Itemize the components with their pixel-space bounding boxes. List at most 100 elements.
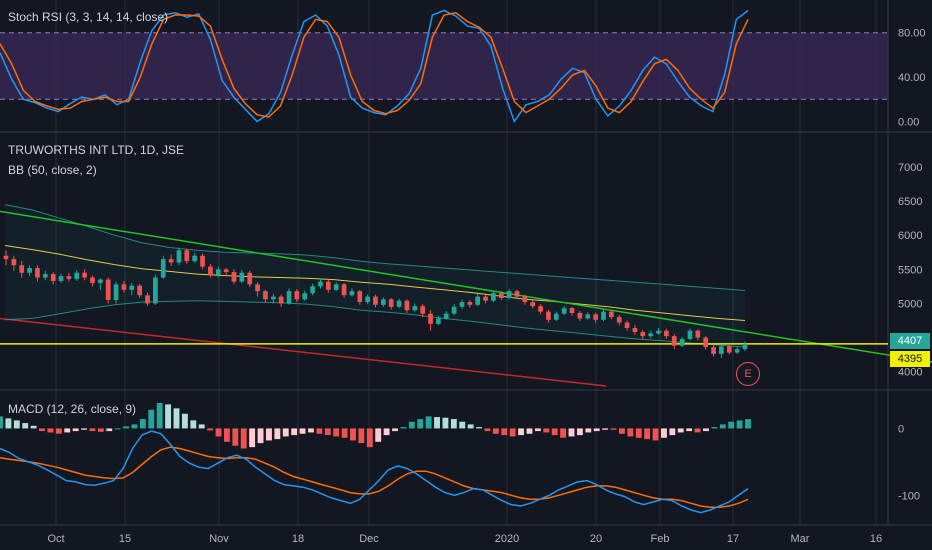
green-trendline [0,210,932,363]
macd-histogram-bar [232,428,239,446]
macd-histogram-bar [299,428,306,434]
macd-histogram-bar [47,428,54,433]
macd-histogram-bar [291,428,298,436]
bb-lower-line [4,300,746,348]
candle-body [215,269,221,275]
macd-histogram-bar [64,428,71,433]
macd-tick: 0 [898,423,904,435]
macd-histogram-bar [97,428,104,432]
macd-histogram-bar [492,428,499,434]
macd-histogram-bar [501,428,508,436]
candle-body [420,306,426,314]
candle-body [404,300,410,311]
macd-histogram-bar [181,413,188,429]
macd-histogram-bar [408,421,415,429]
candle-body [129,285,135,290]
candle-body [601,311,606,320]
macd-histogram-bar [39,428,45,432]
candle-body [168,259,174,263]
candle-body [113,284,119,301]
macd-histogram-bar [484,428,491,432]
candle-body [231,272,237,282]
bb-title: BB (50, close, 2) [8,163,97,177]
candle-body [239,272,245,282]
macd-histogram-bar [593,428,600,432]
macd-histogram-bar [585,428,592,433]
candle-body [302,293,308,300]
macd-histogram-bar [627,428,634,437]
macd-histogram-bar [669,428,676,436]
price-title: TRUWORTHS INT LTD, 1D, JSE [8,143,185,157]
macd-histogram-bar [728,421,735,429]
candle-body [459,302,465,307]
candle-body [664,330,669,337]
macd-pane [0,403,751,514]
candle-body [687,330,693,339]
price-tick: 5000 [898,298,922,310]
macd-histogram-bar [350,428,356,441]
macd-histogram-bar [543,428,550,433]
macd-histogram-bar [89,428,96,432]
candle-body [192,255,198,262]
macd-histogram-bar [568,428,575,437]
macd-histogram-bar [509,428,516,437]
candle-body [608,311,614,318]
macd-tick: -100 [898,490,920,502]
macd-histogram-bar [324,428,331,436]
time-tick: 16 [870,533,882,545]
macd-histogram-bar [148,409,155,429]
stoch-rsi-title: Stoch RSI (3, 3, 14, 14, close) [8,10,169,24]
line-value-tag: 4395 [890,351,930,367]
price-tick: 6500 [898,196,922,208]
candle-body [263,291,268,300]
macd-histogram-bar [123,426,130,429]
macd-histogram-bar [215,428,222,437]
candle-body [27,267,32,273]
candle-body [3,255,9,260]
candle-body [711,347,716,354]
macd-histogram-bar [610,428,617,430]
last-price-tag: 4407 [890,333,930,349]
candle-body [121,284,127,290]
macd-histogram-bar [375,428,382,442]
macd-histogram-bar [459,421,466,429]
candle-body [365,296,370,303]
macd-histogram-bar [534,428,541,432]
time-tick: Oct [47,533,64,545]
macd-signal-line [0,446,749,509]
macd-histogram-bar [434,417,440,429]
macd-histogram-bar [13,420,20,429]
macd-histogram-bar [635,428,642,438]
stoch-rsi-pane [0,9,888,124]
event-marker[interactable]: E [736,362,760,386]
candle-body [742,343,748,350]
candle-body [373,296,378,305]
stoch-rsi-band [0,32,888,100]
macd-histogram-bar [274,428,281,440]
candle-body [624,322,630,328]
candle-body [656,330,661,334]
macd-histogram-bar [400,427,407,429]
candle-body [396,300,402,307]
macd-histogram-bar [652,428,659,441]
macd-histogram-bar [55,428,62,434]
candle-body [176,250,182,263]
macd-title: MACD (12, 26, close, 9) [8,402,137,416]
candle-body [388,299,394,307]
stoch-rsi-d-line [0,12,749,118]
macd-histogram-bar [282,428,289,437]
candle-body [11,259,17,266]
candle-body [255,284,260,292]
time-tick: Nov [209,533,229,545]
time-tick: Feb [651,533,670,545]
candle-body [546,311,551,320]
macd-histogram-bar [383,428,390,436]
macd-histogram-bar [392,428,398,432]
macd-histogram-bar [745,419,751,429]
time-tick: Mar [791,533,810,545]
macd-histogram-bar [661,428,667,438]
macd-histogram-bar [450,419,457,429]
event-marker-label: E [744,368,752,380]
macd-histogram-bar [341,428,348,438]
candle-body [58,276,64,281]
